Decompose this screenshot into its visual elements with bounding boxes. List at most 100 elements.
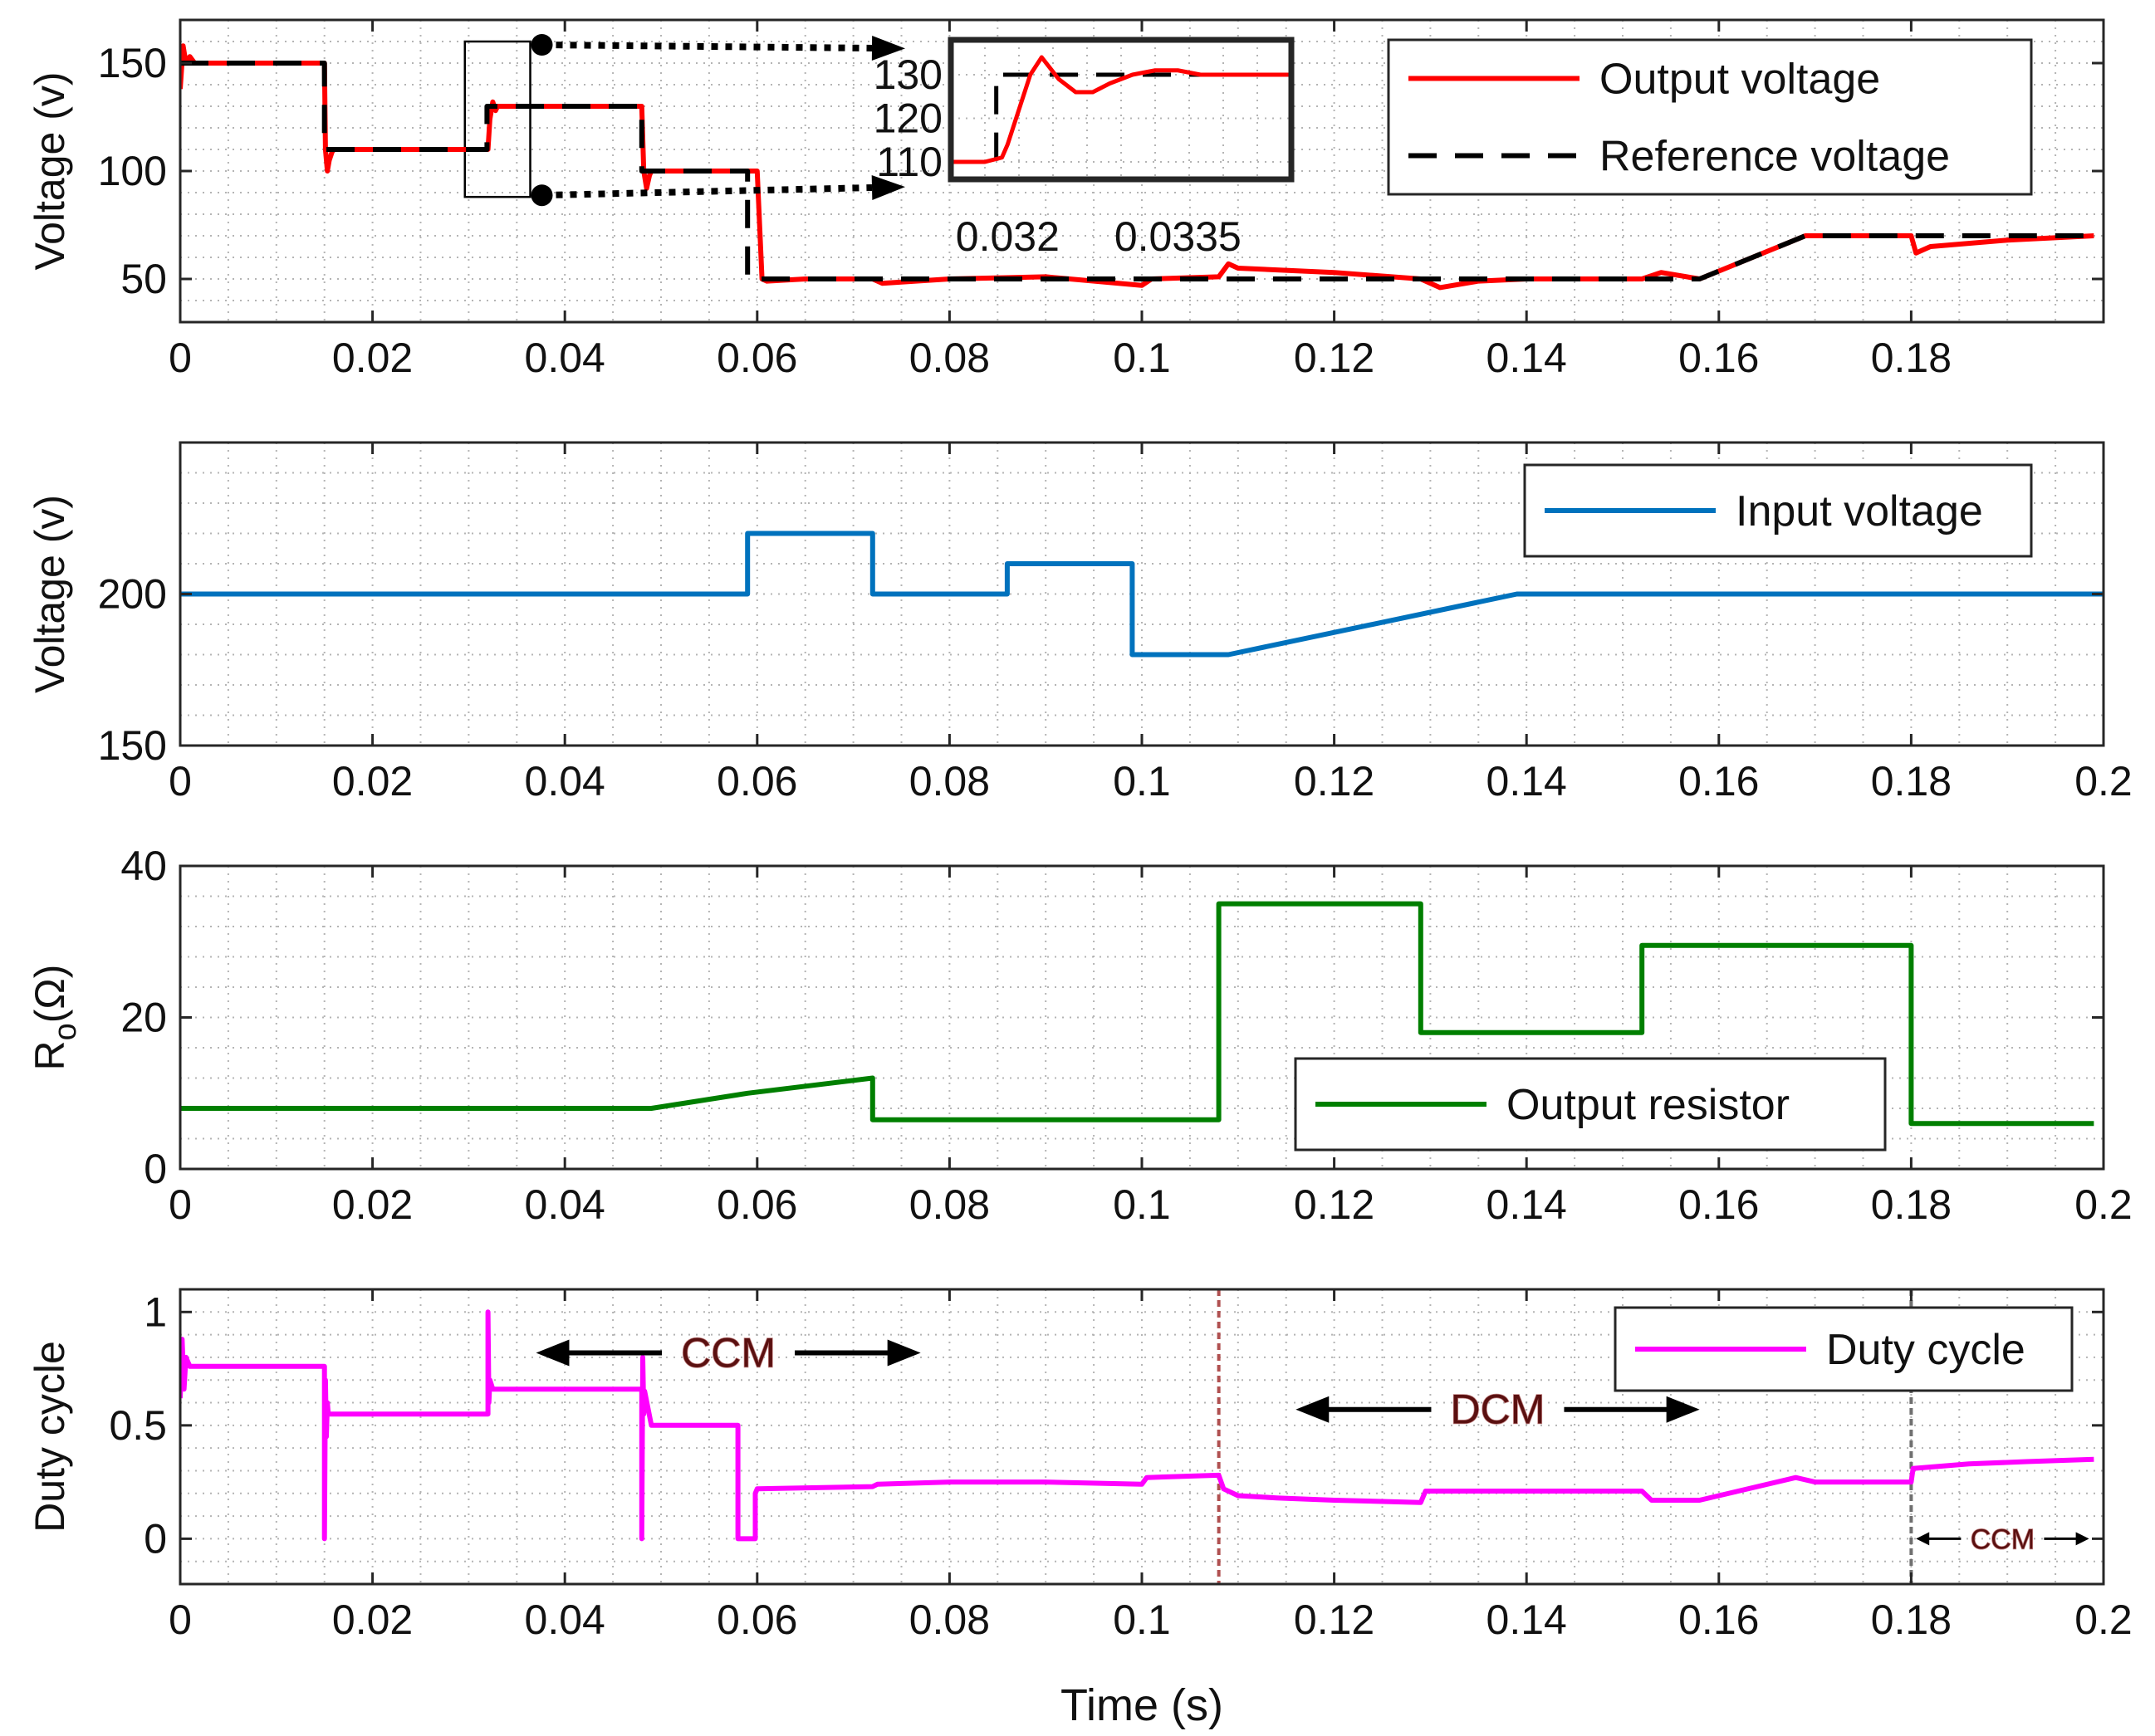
series-output-resistor	[180, 901, 2094, 1127]
x-tick-label: 0.14	[1486, 1181, 1567, 1228]
plot-p4: 0 0.02 0.04 0.06 0.08 0.1 0.12 0.14 0.16 0.18 0.2 0…	[27, 1288, 2133, 1643]
y-tick-label: 0	[144, 1146, 167, 1192]
legend-label: Reference voltage	[1599, 133, 1950, 181]
y-tick-label: 150	[98, 40, 167, 86]
mode-label: CCM	[681, 1329, 776, 1376]
series-group	[180, 901, 2094, 1127]
x-tick-label: 0.1	[1113, 1597, 1171, 1643]
x-tick-label: 0.1	[1113, 335, 1171, 381]
mode-annotation-ccm-2: CCM	[1916, 1523, 2089, 1556]
y-axis-label: Duty cycle	[27, 1341, 73, 1533]
x-tick-label: 0.16	[1678, 758, 1759, 804]
legend: Input voltage	[1523, 463, 2033, 558]
x-tick-label: 0.08	[909, 335, 990, 381]
x-tick-label: 0.08	[909, 758, 990, 804]
mode-annotation-dcm-1: DCM	[1295, 1386, 1700, 1433]
x-axis-label: Time (s)	[1060, 1680, 1223, 1730]
x-tick-label: 0.06	[717, 1597, 797, 1643]
y-tick-label: 200	[98, 571, 167, 618]
y-tick-label: 0	[144, 1515, 167, 1562]
x-tick-label: 0.18	[1871, 758, 1952, 804]
x-tick-label: 0.14	[1486, 335, 1567, 381]
zoom-box	[463, 40, 531, 198]
series-group	[180, 1309, 2094, 1542]
mode-label: CCM	[1971, 1523, 2035, 1555]
x-tick-label: 0.12	[1294, 335, 1374, 381]
mode-arrowhead-left	[1916, 1532, 1930, 1546]
x-tick-label: 0	[169, 1597, 192, 1643]
legend: Duty cycle	[1614, 1306, 2074, 1392]
x-tick-label: 0.08	[909, 1597, 990, 1643]
x-tick-label: 0.2	[2074, 758, 2133, 804]
x-tick-label: 0.04	[525, 1597, 605, 1643]
y-axis-label: Voltage (v)	[27, 495, 73, 693]
inset-y-tick-label: 120	[874, 95, 943, 142]
connector-arrowhead	[871, 175, 905, 200]
inset-y-tick-label: 110	[876, 139, 943, 185]
inset-x-tick-label: 0.0335	[1114, 213, 1242, 260]
y-axis-label: Ro(Ω)	[27, 965, 83, 1071]
inset-y-tick-label: 130	[874, 51, 943, 98]
y-tick-label: 150	[98, 722, 167, 769]
x-tick-label: 0.18	[1871, 1597, 1952, 1643]
legend-label: Output resistor	[1506, 1081, 1790, 1129]
inset-frame	[948, 37, 1295, 183]
series-group	[180, 43, 2094, 291]
series-input-voltage	[180, 531, 2104, 658]
plot-p1: 0 0.02 0.04 0.06 0.08 0.1 0.12 0.14 0.16 0.18 50 10…	[27, 18, 2105, 381]
x-tick-label: 0.1	[1113, 1181, 1171, 1228]
x-tick-label: 0.14	[1486, 758, 1567, 804]
mode-arrowhead-left	[536, 1339, 570, 1367]
legend-label: Input voltage	[1736, 487, 1983, 535]
x-tick-label: 0.14	[1486, 1597, 1567, 1643]
series-group	[180, 531, 2104, 658]
x-tick-label: 0	[169, 335, 192, 381]
x-tick-label: 0.2	[2074, 1597, 2133, 1643]
inset-grid	[951, 40, 1291, 179]
legend-box	[1387, 38, 2033, 196]
x-tick-label: 0.12	[1294, 758, 1374, 804]
x-tick-label: 0.04	[525, 1181, 605, 1228]
plot-p3: 0 0.02 0.04 0.06 0.08 0.1 0.12 0.14 0.16 0.18 0.2 0…	[27, 843, 2133, 1228]
x-tick-label: 0.02	[332, 1181, 413, 1228]
x-tick-label: 0.04	[525, 758, 605, 804]
y-tick-label: 1	[144, 1289, 167, 1335]
x-tick-label: 0.12	[1294, 1181, 1374, 1228]
connector-arrowhead	[871, 36, 905, 61]
inset-series	[951, 55, 1291, 164]
x-tick-label: 0.06	[717, 335, 797, 381]
mode-arrowhead-left	[1295, 1396, 1330, 1423]
x-tick-label: 0	[169, 758, 192, 804]
x-tick-label: 0.06	[717, 1181, 797, 1228]
x-tick-label: 0.08	[909, 1181, 990, 1228]
x-tick-label: 0.06	[717, 758, 797, 804]
x-tick-label: 0	[169, 1181, 192, 1228]
mode-arrowhead-right	[887, 1339, 921, 1367]
legend: Output voltage Reference voltage	[1387, 38, 2033, 196]
series-duty-cycle	[180, 1309, 2094, 1542]
y-tick-label: 0.5	[109, 1402, 167, 1449]
x-tick-label: 0.2	[2074, 1181, 2133, 1228]
x-tick-label: 0.04	[525, 335, 605, 381]
x-tick-label: 0.18	[1871, 335, 1952, 381]
x-tick-label: 0.02	[332, 758, 413, 804]
x-tick-label: 0.12	[1294, 1597, 1374, 1643]
mode-annotation-ccm-0: CCM	[536, 1329, 921, 1377]
legend-label: Duty cycle	[1826, 1326, 2025, 1374]
x-tick-label: 0.16	[1678, 335, 1759, 381]
y-tick-label: 100	[98, 148, 167, 194]
y-axis-label: Voltage (v)	[27, 71, 73, 270]
x-tick-label: 0.16	[1678, 1181, 1759, 1228]
legend: Output resistor	[1294, 1057, 1887, 1152]
mode-label: DCM	[1451, 1386, 1545, 1433]
inset-output-voltage	[951, 55, 1291, 164]
y-tick-label: 50	[120, 256, 167, 302]
series-reference-voltage	[180, 61, 2094, 281]
y-tick-label: 40	[120, 843, 167, 889]
legend-label: Output voltage	[1599, 56, 1880, 104]
mode-arrowhead-right	[1666, 1396, 1700, 1423]
inset-x-tick-label: 0.032	[956, 213, 1060, 260]
x-tick-label: 0.1	[1113, 758, 1171, 804]
